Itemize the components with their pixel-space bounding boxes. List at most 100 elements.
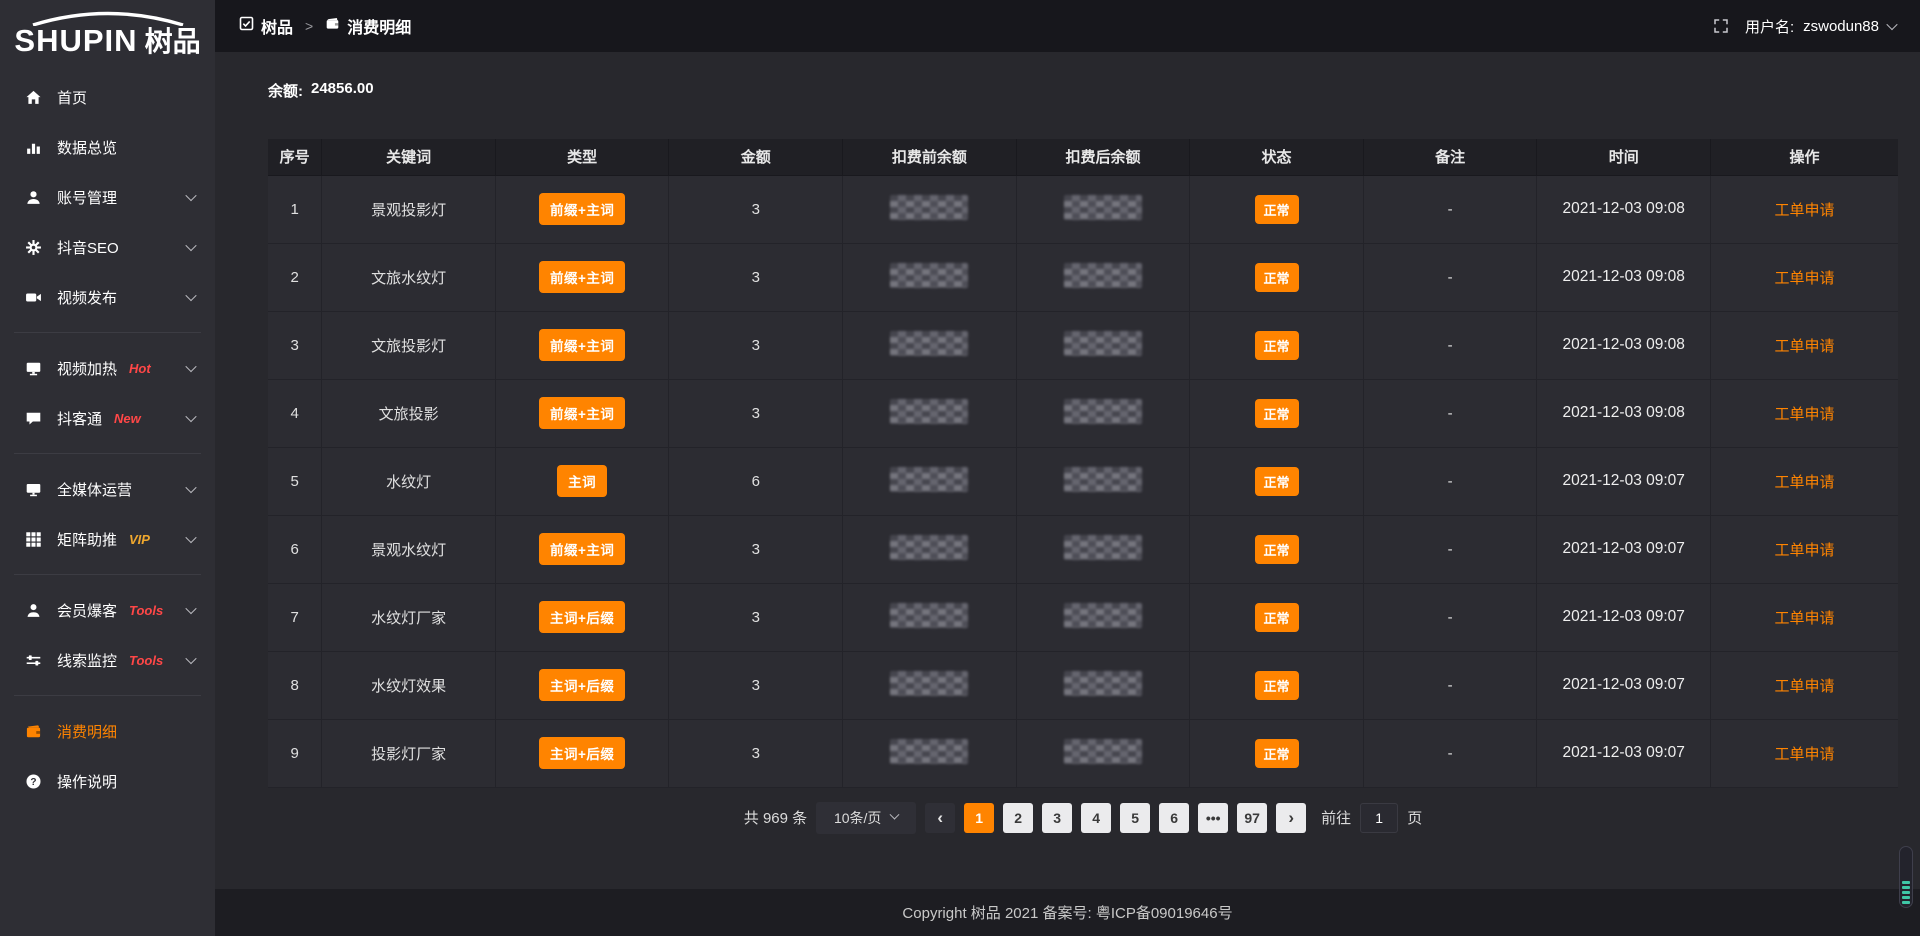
footer: Copyright 树品 2021 备案号: 粤ICP备09019646号 [215, 889, 1920, 936]
sidebar-item-matrix[interactable]: 矩阵助推 VIP [0, 514, 215, 564]
type-cell: 前缀+主词 [494, 242, 670, 312]
blurred-value [890, 534, 969, 560]
blurred-value [1063, 602, 1142, 628]
table-row: 3 文旅投影灯 前缀+主词 3 正常 -2021-12-03 09:08 工单申请 [268, 310, 1898, 380]
work-order-link[interactable]: 工单申请 [1774, 405, 1835, 423]
page-button-2[interactable]: 2 [1003, 802, 1034, 833]
status-badge: 正常 [1254, 398, 1299, 428]
masked-balance-cell [842, 582, 1017, 652]
chevron-down-icon [185, 531, 197, 544]
chevron-down-icon [185, 652, 197, 665]
sidebar-item-clue[interactable]: 线索监控 Tools [0, 635, 215, 685]
breadcrumb-item-current[interactable]: 消费明细 [325, 14, 411, 38]
balance-label: 余额: [268, 83, 303, 100]
sidebar-item-douyin-seo[interactable]: 抖音SEO [0, 222, 215, 272]
row-index-cell: 3 [268, 310, 323, 380]
chevron-down-icon [185, 289, 197, 302]
blurred-value [1063, 738, 1142, 764]
table-row: 8 水纹灯效果 主词+后缀 3 正常 -2021-12-03 09:07 工单申请 [268, 650, 1898, 720]
prev-page-button[interactable]: ‹ [925, 802, 956, 833]
app-logo: SHUPIN 树品 [0, 0, 215, 60]
sidebar-item-label: 抖客通 [57, 410, 103, 428]
status-badge: 正常 [1254, 262, 1299, 292]
work-order-link[interactable]: 工单申请 [1774, 473, 1835, 491]
sidebar-item-video-heat[interactable]: 视频加热 Hot [0, 343, 215, 393]
sidebar-item-help[interactable]: ? 操作说明 [0, 756, 215, 806]
page-button-6[interactable]: 6 [1159, 802, 1190, 833]
time-cell: 2021-12-03 09:08 [1536, 174, 1712, 244]
row-index-cell: 5 [268, 446, 323, 516]
blurred-value [1063, 262, 1142, 288]
row-index-cell: 2 [268, 242, 323, 312]
amount-cell: 3 [668, 582, 844, 652]
fullscreen-icon[interactable] [1713, 18, 1729, 34]
chevron-down-icon [185, 481, 197, 494]
sidebar-item-account[interactable]: 账号管理 [0, 172, 215, 222]
user-menu[interactable]: 用户名: zswodun88 [1745, 16, 1898, 37]
scroll-widget[interactable] [1899, 846, 1913, 908]
page-button-5[interactable]: 5 [1120, 802, 1151, 833]
page-button-97[interactable]: 97 [1237, 802, 1268, 833]
column-header-7: 备注 [1362, 139, 1538, 176]
work-order-link[interactable]: 工单申请 [1774, 609, 1835, 627]
sidebar-item-home[interactable]: 首页 [0, 72, 215, 122]
sidebar-item-label: 操作说明 [57, 773, 118, 791]
goto-page-input[interactable] [1360, 802, 1399, 833]
type-badge: 主词+后缀 [538, 601, 626, 633]
content: 余额: 24856.00 序号 关键词 类型 金额 扣费前余额 扣费后余额 状态 备注 时间 操作… [215, 52, 1920, 889]
type-badge: 主词+后缀 [538, 669, 626, 701]
user-burst-icon [24, 602, 42, 619]
masked-balance-cell [842, 378, 1017, 448]
balance-value: 24856.00 [311, 80, 374, 97]
chevron-down-icon [889, 809, 900, 820]
page-size-value: 10条/页 [833, 809, 882, 826]
page-button-3[interactable]: 3 [1042, 802, 1073, 833]
blurred-value [1063, 398, 1142, 424]
sidebar-item-all-media[interactable]: 全媒体运营 [0, 464, 215, 514]
note-cell: - [1362, 650, 1538, 720]
work-order-link[interactable]: 工单申请 [1774, 745, 1835, 763]
row-index-cell: 8 [268, 650, 323, 720]
work-order-link[interactable]: 工单申请 [1774, 677, 1835, 695]
sidebar-item-douketong[interactable]: 抖客通 New [0, 393, 215, 443]
note-cell: - [1362, 446, 1538, 516]
logo-text-cn: 树品 [144, 26, 201, 57]
next-page-button[interactable]: › [1276, 802, 1307, 833]
sidebar-item-label: 会员爆客 [57, 602, 118, 620]
status-cell: 正常 [1189, 446, 1364, 516]
work-order-link[interactable]: 工单申请 [1774, 201, 1835, 219]
sidebar-item-data[interactable]: 数据总览 [0, 122, 215, 172]
page-button-1[interactable]: 1 [964, 802, 995, 833]
screen-play-icon [24, 360, 42, 377]
time-cell: 2021-12-03 09:07 [1536, 650, 1712, 720]
work-order-link[interactable]: 工单申请 [1774, 269, 1835, 287]
sidebar-item-publish[interactable]: 视频发布 [0, 272, 215, 322]
type-cell: 前缀+主词 [494, 514, 670, 584]
gear-icon [24, 239, 42, 256]
chevron-down-icon [1886, 18, 1898, 31]
sidebar-item-member[interactable]: 会员爆客 Tools [0, 585, 215, 635]
sidebar-item-consume[interactable]: 消费明细 [0, 706, 215, 756]
type-cell: 前缀+主词 [494, 310, 670, 380]
breadcrumb-item-home[interactable]: 树品 [239, 14, 293, 38]
note-cell: - [1362, 514, 1538, 584]
masked-balance-cell [1015, 582, 1191, 652]
sidebar-divider [14, 453, 201, 454]
blurred-value [1063, 194, 1142, 220]
table-row: 9 投影灯厂家 主词+后缀 3 正常 -2021-12-03 09:07 工单申请 [268, 718, 1898, 788]
note-cell: - [1362, 174, 1538, 244]
type-cell: 主词 [494, 446, 670, 516]
amount-cell: 6 [668, 446, 844, 516]
work-order-link[interactable]: 工单申请 [1774, 337, 1835, 355]
video-camera-icon [24, 289, 42, 306]
blurred-value [890, 670, 969, 696]
page-size-select[interactable]: 10条/页 [816, 801, 917, 834]
page-button-4[interactable]: 4 [1081, 802, 1112, 833]
masked-balance-cell [1015, 174, 1191, 244]
type-badge: 前缀+主词 [538, 329, 626, 361]
keyword-cell: 水纹灯厂家 [321, 582, 496, 652]
table-row: 4 文旅投影 前缀+主词 3 正常 -2021-12-03 09:08 工单申请 [268, 378, 1898, 448]
more-pages-button[interactable]: ••• [1198, 802, 1229, 833]
amount-cell: 3 [668, 650, 844, 720]
work-order-link[interactable]: 工单申请 [1774, 541, 1835, 559]
